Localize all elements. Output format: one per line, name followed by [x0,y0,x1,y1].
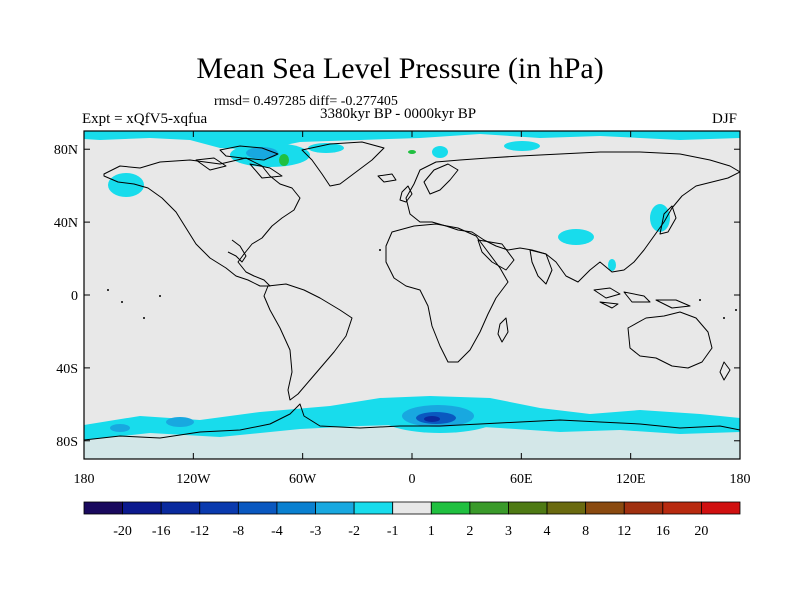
lat-label: 80S [56,435,78,450]
japan-negative [650,204,670,232]
coast-africa [385,223,509,363]
colorbar-swatch [392,501,432,515]
map-title: Mean Sea Level Pressure (in hPa) [196,52,604,85]
lon-label: 180 [730,472,751,487]
period-label: 3380kyr BP - 0000kyr BP [320,106,477,122]
colorbar-swatch [122,501,162,515]
colorbar-label: 20 [694,524,708,539]
coast-iceland [377,173,397,183]
coast-south-america [263,283,353,401]
south-atlantic-negative-center [424,416,440,422]
lon-label: 120E [616,472,646,487]
coast-australia [627,311,713,369]
lon-label: 60W [289,472,317,487]
colorbar-label: -4 [271,524,283,539]
colorbar: -20 -16 -12 -8 -4 -3 -2 -1 1 2 3 4 8 12 16 20 [83,501,741,539]
island-dot [143,317,145,319]
colorbar-swatch [430,501,471,515]
norway-sea-spot [432,146,448,158]
colorbar-label: -3 [310,524,322,539]
coast-new-zealand [719,361,731,381]
colorbar-swatch [83,501,123,515]
tibet-negative [558,229,594,245]
colorbar-label: -16 [152,524,171,539]
colorbar-swatch [701,501,741,515]
colorbar-label: -12 [190,524,209,539]
coast-arabia-india [477,239,553,285]
colorbar-swatch [662,501,702,515]
colorbar-swatch [237,501,278,515]
colorbar-swatch [508,501,548,515]
small-islands [107,249,737,319]
lat-label: 80N [54,143,78,158]
colorbar-label: 8 [582,524,589,539]
coast-british-isles [399,185,413,203]
south-pacific-spot [110,424,130,432]
island-dot [107,289,109,291]
canada-negative-inner [246,147,278,159]
coast-eurasia [405,151,740,283]
colorbar-label: -20 [113,524,132,539]
island-dot [121,301,123,303]
pacific-south-spot [166,417,194,427]
lon-label: 120W [176,472,211,487]
colorbar-label: 2 [466,524,473,539]
coast-greenland [301,141,385,187]
coast-scandinavia [423,163,459,195]
longitude-axis: 180 120W 60W 0 60E 120E 180 [74,131,751,487]
antarctic-neutral-band [84,424,740,459]
coast-gulf [227,239,247,263]
coastlines [84,141,740,441]
colorbar-swatch [315,501,355,515]
island-dot [159,295,161,297]
lon-label: 180 [74,472,95,487]
colorbar-swatch [546,501,587,515]
colorbar-label: 3 [505,524,512,539]
coast-indonesia [593,287,691,309]
rmsd-diff-stats: rmsd= 0.497285 diff= -0.277405 [214,94,398,109]
island-dot [379,249,381,251]
map-panel [84,131,740,459]
coast-madagascar [497,317,509,343]
colorbar-swatch [585,501,625,515]
coast-japan [659,205,677,235]
south-china-spot [608,259,616,271]
arctic-positive-spot [279,154,289,166]
island-dot [699,299,701,301]
coast-arctic-islands [195,145,283,179]
colorbar-swatch [469,501,509,515]
lat-label: 40N [54,216,78,231]
island-dot [735,309,737,311]
colorbar-swatch [623,501,664,515]
colorbar-label: -1 [387,524,399,539]
latitude-axis: 80N 40N 0 40S 80S [54,143,740,450]
lat-label: 40S [56,362,78,377]
greenland-negative [308,143,344,153]
lon-label: 0 [409,472,416,487]
colorbar-label: -2 [348,524,360,539]
colorbar-label: 1 [428,524,435,539]
coast-antarctica [84,403,740,441]
gulf-of-alaska-negative [108,173,144,197]
colorbar-label: 12 [617,524,631,539]
lon-label: 60E [510,472,533,487]
season-label: DJF [712,111,738,127]
lat-label: 0 [71,289,78,304]
experiment-label: Expt = xQfV5-xqfua [82,111,208,127]
russia-arctic-spot [504,141,540,151]
colorbar-swatch [199,501,239,515]
island-dot [723,317,725,319]
greenland-positive-spot [408,150,416,154]
colorbar-swatch [353,501,394,515]
colorbar-label: 16 [656,524,670,539]
colorbar-swatch [160,501,201,515]
colorbar-label: 4 [544,524,551,539]
colorbar-label: -8 [233,524,245,539]
colorbar-swatch [276,501,316,515]
